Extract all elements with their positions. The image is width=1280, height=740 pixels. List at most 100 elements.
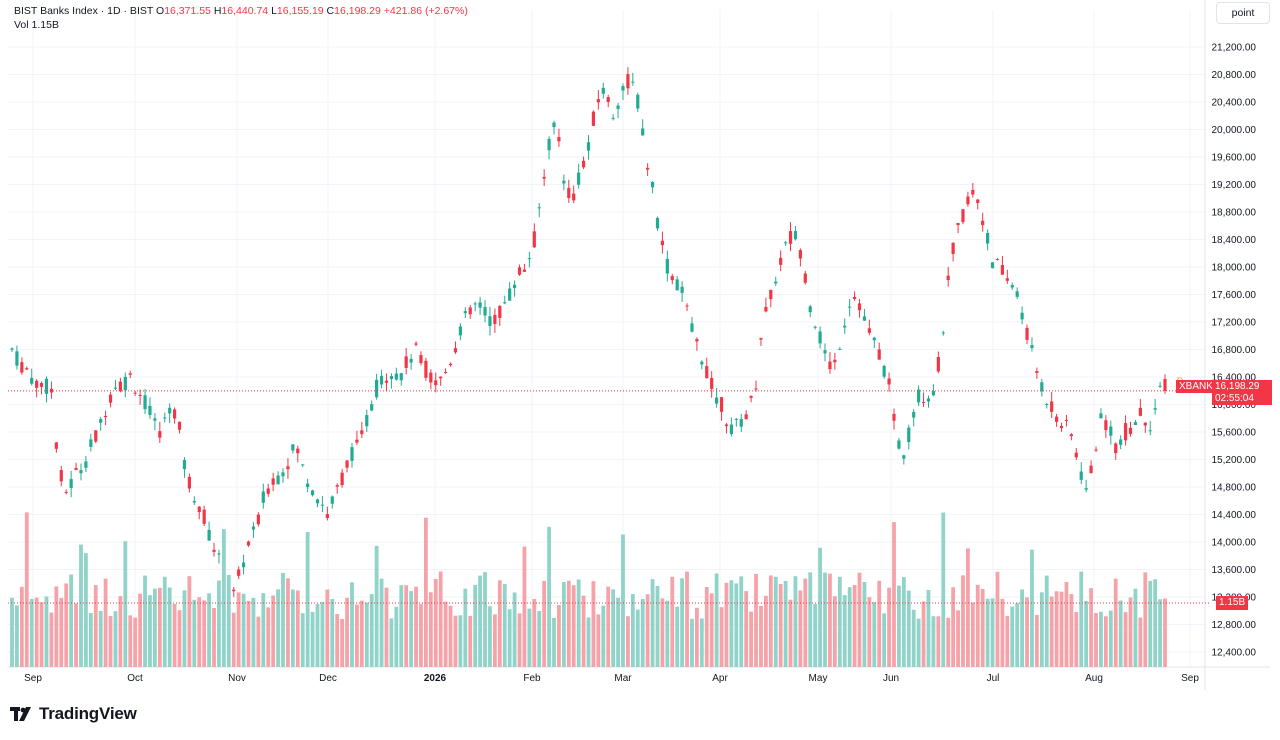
volume-bar (202, 600, 207, 667)
volume-bar (1020, 589, 1025, 667)
candle-body (325, 514, 329, 519)
volume-bar (778, 584, 783, 667)
candle-body (818, 331, 822, 344)
candle-body (872, 337, 876, 341)
candle-body (182, 460, 187, 470)
candle-body (882, 365, 886, 377)
candle-body (813, 326, 817, 328)
volume-bar (655, 585, 660, 667)
volume-bar (148, 595, 152, 667)
y-tick-label: 18,400.00 (1212, 235, 1257, 246)
candle-body (379, 375, 384, 385)
volume-bar (1158, 599, 1162, 667)
volume-bar (990, 598, 995, 667)
volume-value: 1.15B (31, 19, 59, 31)
candle-body (700, 361, 704, 365)
candle-body (562, 180, 566, 184)
volume-bar (271, 595, 276, 667)
volume-bar (64, 583, 69, 667)
candle-body (414, 343, 418, 345)
volume-bar (1113, 578, 1118, 667)
candle-body (552, 122, 556, 128)
volume-bar (739, 576, 744, 667)
volume-bar (325, 589, 330, 667)
volume-bar (660, 598, 665, 667)
volume-bar (783, 580, 788, 667)
volume-bar (872, 602, 877, 667)
volume-bar (1074, 611, 1079, 667)
x-tick-label: Mar (614, 673, 632, 684)
candle-body (577, 172, 581, 185)
scale-mode-button[interactable]: point (1216, 2, 1270, 24)
open-label: O (156, 5, 165, 17)
candle-body (488, 316, 492, 326)
volume-bar (1069, 594, 1074, 667)
candle-body (493, 314, 497, 324)
tradingview-logo[interactable]: TradingView (10, 704, 137, 724)
volume-bar (832, 596, 837, 667)
low-value: 16,155.19 (276, 5, 324, 17)
x-tick-label: Dec (319, 673, 337, 684)
volume-bar (256, 616, 261, 667)
y-tick-label: 20,800.00 (1212, 70, 1257, 81)
volume-bar (98, 610, 103, 667)
volume-bar (34, 597, 39, 667)
volume-bar (118, 596, 123, 667)
candle-body (1148, 430, 1152, 432)
volume-bar (640, 599, 645, 667)
candle-body (907, 427, 911, 443)
candle-body (1074, 452, 1078, 458)
candle-body (173, 409, 177, 419)
candle-body (89, 439, 93, 447)
candle-body (1143, 422, 1147, 426)
candle-body (710, 378, 714, 389)
candle-body (867, 328, 871, 333)
volume-bar (512, 592, 517, 667)
ticker-tag: XBANK (1176, 380, 1216, 393)
candle-body (1119, 439, 1123, 445)
x-tick-label: Oct (127, 673, 143, 684)
volume-bar (84, 553, 88, 667)
candle-body (1128, 427, 1133, 434)
candle-body (665, 258, 669, 274)
volume-bar (532, 598, 537, 667)
volume-bar (488, 606, 492, 667)
volume-bar (241, 593, 246, 667)
volume-bar (1128, 597, 1133, 667)
candle-body (759, 337, 763, 340)
volume-bar (19, 586, 24, 667)
volume-bar (1138, 617, 1143, 667)
candle-body (468, 307, 472, 315)
candle-body (572, 193, 576, 201)
candle-body (394, 373, 398, 380)
volume-bar (286, 578, 290, 667)
candle-body (611, 117, 615, 119)
volume-bar (335, 614, 340, 667)
volume-bar (133, 617, 138, 667)
candle-body (286, 466, 290, 470)
candle-body (941, 332, 945, 334)
volume-bar (226, 574, 231, 667)
candle-body (1084, 488, 1088, 490)
candle-body (483, 307, 487, 316)
volume-bar (857, 572, 862, 667)
candle-body (532, 231, 536, 248)
candle-body (857, 303, 862, 311)
volume-bar (1034, 614, 1039, 667)
candle-body (187, 476, 191, 489)
volume-bar (44, 596, 49, 667)
candle-body (345, 460, 349, 468)
volume-bar (1049, 596, 1054, 667)
candle-body (99, 419, 103, 423)
candle-body (74, 468, 78, 470)
candle-body (168, 407, 172, 414)
volume-bar (1123, 612, 1128, 667)
volume-bar (759, 605, 763, 667)
y-tick-label: 17,600.00 (1212, 290, 1257, 301)
candle-body (261, 491, 265, 503)
volume-bar (926, 589, 931, 667)
volume-bar (340, 619, 345, 667)
volume-bar (897, 585, 901, 667)
volume-bar (946, 617, 951, 667)
